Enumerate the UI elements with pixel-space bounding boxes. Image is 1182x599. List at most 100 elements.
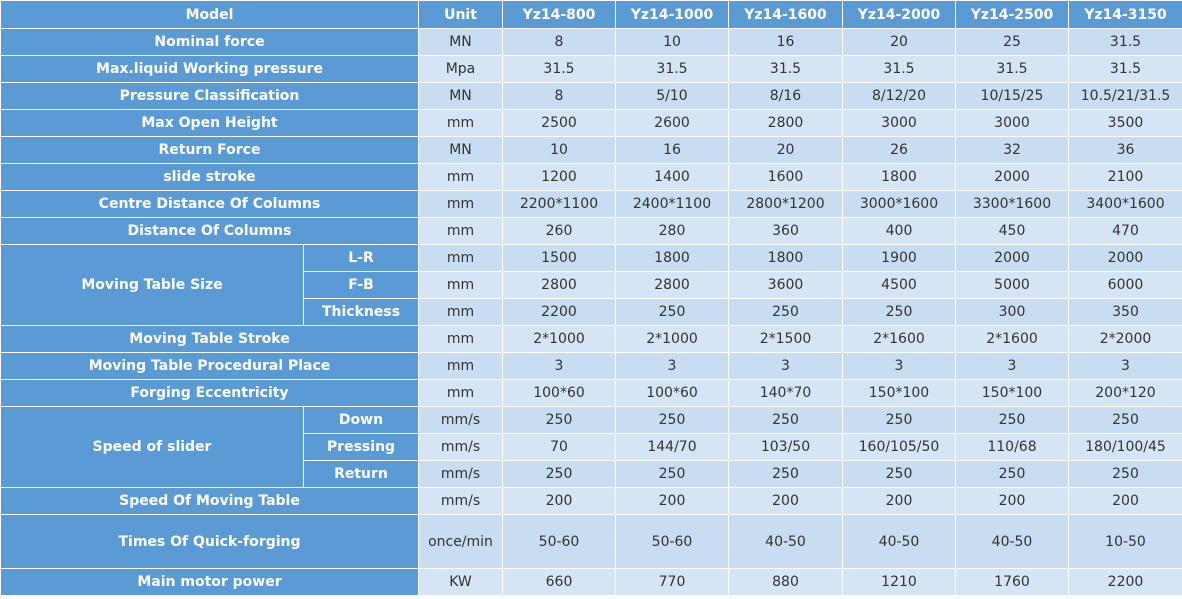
value-cell: 2*1000 [502,325,616,353]
row-label: Nominal force [0,28,419,56]
value-cell: 3400*1600 [1068,190,1182,218]
value-cell: 2200 [1068,568,1182,596]
value-cell: 31.5 [955,55,1069,83]
row-label: Max.liquid Working pressure [0,55,419,83]
row-label: Speed Of Moving Table [0,487,419,515]
value-cell: 40-50 [842,514,956,569]
value-cell: 2500 [502,109,616,137]
sub-label: Down [303,406,419,434]
value-cell: 3 [502,352,616,380]
table-row: Pressure Classification MN 8 5/10 8/16 8/12/2… [0,82,1182,110]
header-cell: Yz14-1000 [615,0,729,29]
value-cell: 3000 [842,109,956,137]
value-cell: 250 [955,460,1069,488]
value-cell: 250 [615,298,729,326]
value-cell: 250 [728,298,843,326]
unit-cell: mm [418,379,503,407]
unit-cell: mm [418,271,503,299]
unit-cell: KW [418,568,503,596]
table-row: Speed of slider Down mm/s 250 250 250 250 250 25… [0,406,1182,488]
table-row: Moving Table Stroke mm 2*1000 2*1000 2*1500 2… [0,325,1182,353]
value-cell: 260 [502,217,616,245]
value-cell: 1400 [615,163,729,191]
table-row: Max.liquid Working pressure Mpa 31.5 31.5 31… [0,55,1182,83]
value-cell: 1800 [615,244,729,272]
row-label: Pressure Classification [0,82,419,110]
unit-cell: mm/s [418,433,503,461]
value-cell: 10 [615,28,729,56]
value-cell: 450 [955,217,1069,245]
header-cell: Model [0,0,419,29]
value-cell: 2000 [955,244,1069,272]
unit-cell: mm [418,298,503,326]
value-cell: 2800*1200 [728,190,843,218]
value-cell: 200 [502,487,616,515]
value-cell: 10-50 [1068,514,1182,569]
value-cell: 180/100/45 [1068,433,1182,461]
value-cell: 10 [502,136,616,164]
unit-cell: mm [418,244,503,272]
value-cell: 2*1000 [615,325,729,353]
value-cell: 8/16 [728,82,843,110]
value-cell: 2800 [615,271,729,299]
value-cell: 2*1500 [728,325,843,353]
header-cell: Yz14-800 [502,0,616,29]
value-cell: 8 [502,82,616,110]
value-cell: 110/68 [955,433,1069,461]
value-cell: 144/70 [615,433,729,461]
sub-label: F-B [303,271,419,299]
value-cell: 250 [728,460,843,488]
unit-cell: MN [418,136,503,164]
value-cell: 1800 [728,244,843,272]
value-cell: 3 [955,352,1069,380]
value-cell: 70 [502,433,616,461]
value-cell: 26 [842,136,956,164]
unit-cell: mm [418,217,503,245]
row-label: Return Force [0,136,419,164]
table-row: Distance Of Columns mm 260 280 360 400 450 470 [0,217,1182,245]
table-row: Moving Table Size L-R mm 1500 1800 1800 1900 20… [0,244,1182,326]
sub-label: Return [303,460,419,488]
value-cell: 1500 [502,244,616,272]
value-cell: 5000 [955,271,1069,299]
value-cell: 10.5/21/31.5 [1068,82,1182,110]
value-cell: 280 [615,217,729,245]
value-cell: 2000 [1068,244,1182,272]
value-cell: 8/12/20 [842,82,956,110]
value-cell: 1600 [728,163,843,191]
table-row: Return mm/s 250 250 250 250 250 250 [1,460,1182,488]
value-cell: 770 [615,568,729,596]
value-cell: 40-50 [728,514,843,569]
table-row: Main motor power KW 660 770 880 1210 1760 2200 [0,568,1182,596]
table-row: Speed Of Moving Table mm/s 200 200 200 200 200… [0,487,1182,515]
table-row: slide stroke mm 1200 1400 1600 1800 2000 2100 [0,163,1182,191]
value-cell: 16 [615,136,729,164]
value-cell: 200 [1068,487,1182,515]
unit-cell: mm [418,352,503,380]
row-label: Moving Table Stroke [0,325,419,353]
sub-label: L-R [303,244,419,272]
value-cell: 250 [955,406,1069,434]
value-cell: 3300*1600 [955,190,1069,218]
value-cell: 250 [615,460,729,488]
value-cell: 2600 [615,109,729,137]
value-cell: 2100 [1068,163,1182,191]
value-cell: 400 [842,217,956,245]
table-row: Model Unit Yz14-800 Yz14-1000 Yz14-1600 Yz14-… [0,0,1182,29]
unit-cell: mm [418,109,503,137]
table-row: Return Force MN 10 16 20 26 32 36 [0,136,1182,164]
header-cell: Unit [418,0,503,29]
value-cell: 470 [1068,217,1182,245]
value-cell: 250 [1068,406,1182,434]
value-cell: 200 [842,487,956,515]
row-label: Centre Distance Of Columns [0,190,419,218]
unit-cell: MN [418,82,503,110]
value-cell: 250 [615,406,729,434]
value-cell: 3500 [1068,109,1182,137]
header-cell: Yz14-2500 [955,0,1069,29]
value-cell: 250 [842,460,956,488]
value-cell: 3000 [955,109,1069,137]
group-label: Moving Table Size [0,244,304,326]
value-cell: 31.5 [615,55,729,83]
